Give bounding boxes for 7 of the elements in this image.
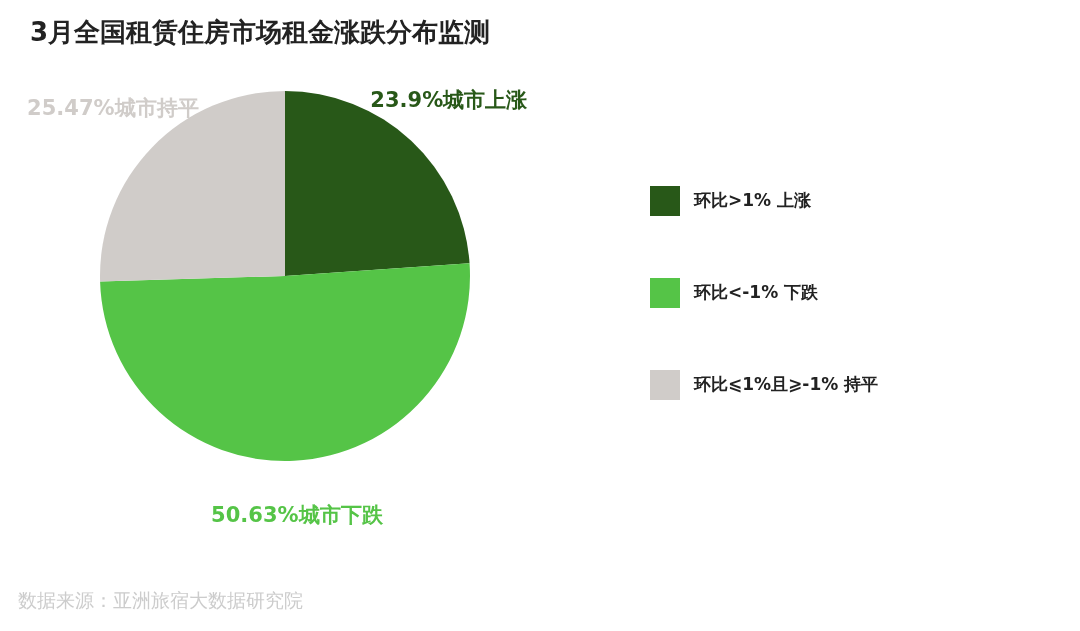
legend-label: 环比>1% 上涨 xyxy=(693,190,813,210)
chart-title: 3月全国租赁住房市场租金涨跌分布监测 xyxy=(30,17,491,47)
data-label: 23.9%城市上涨 xyxy=(370,87,529,112)
legend-label: 环比⩽1%且⩾-1% 持平 xyxy=(693,374,879,394)
data-label: 50.63%城市下跌 xyxy=(211,502,384,527)
pie-slice xyxy=(100,263,470,461)
legend-label: 环比<-1% 下跌 xyxy=(693,282,820,302)
